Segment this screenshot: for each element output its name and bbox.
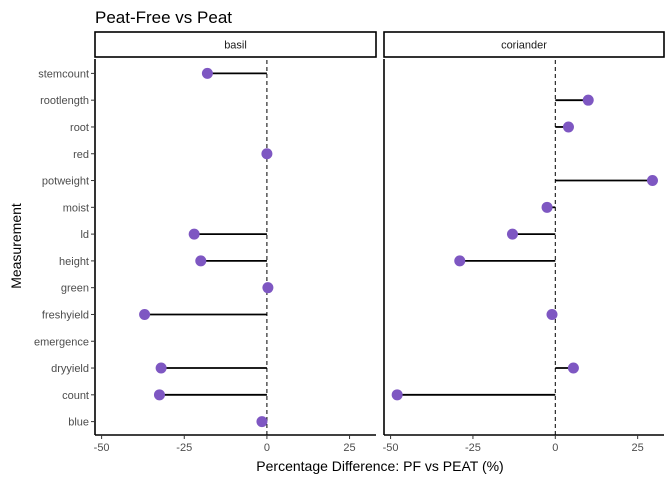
x-tick-label: 0 [552, 442, 558, 454]
lollipop-point-green [262, 282, 274, 294]
lollipop-point-blue [256, 416, 268, 428]
lollipop-point-count [153, 389, 165, 401]
x-tick-label: 25 [343, 442, 355, 454]
x-tick-label: -25 [465, 442, 481, 454]
lollipop-point-root [562, 121, 574, 133]
y-tick-label-dryyield: dryyield [51, 363, 89, 375]
chart-title: Peat-Free vs Peat [95, 8, 232, 27]
y-tick-label-green: green [61, 283, 89, 295]
lollipop-point-height [454, 255, 466, 267]
lollipop-point-count [391, 389, 403, 401]
x-tick-label: 25 [632, 442, 644, 454]
lollipop-point-dryyield [567, 362, 579, 374]
y-axis-title: Measurement [8, 203, 24, 289]
x-tick-label: -50 [383, 442, 399, 454]
x-tick-label: -50 [94, 442, 110, 454]
y-tick-label-freshyield: freshyield [42, 309, 89, 321]
y-tick-label-root: root [70, 122, 89, 134]
lollipop-point-ld [506, 228, 518, 240]
y-tick-label-count: count [62, 390, 89, 402]
y-tick-label-stemcount: stemcount [38, 68, 89, 80]
y-tick-label-emergence: emergence [34, 336, 89, 348]
y-tick-label-red: red [73, 149, 89, 161]
x-tick-label: -25 [176, 442, 192, 454]
y-tick-label-ld: ld [80, 229, 89, 241]
y-tick-label-moist: moist [63, 202, 89, 214]
lollipop-point-stemcount [201, 67, 213, 79]
x-tick-label: 0 [264, 442, 270, 454]
y-tick-label-blue: blue [68, 417, 89, 429]
y-tick-label-potweight: potweight [42, 176, 89, 188]
lollipop-point-red [261, 148, 273, 160]
lollipop-point-potweight [646, 175, 658, 187]
y-tick-label-rootlength: rootlength [40, 95, 89, 107]
strip-box [383, 31, 665, 58]
lollipop-point-freshyield [139, 308, 151, 320]
lollipop-point-moist [541, 201, 553, 213]
lollipop-point-ld [188, 228, 200, 240]
facet-panels: basil -50 -25 0 25 coriander -50 -25 0 25 [94, 31, 665, 454]
lollipop-point-height [195, 255, 207, 267]
lollipop-point-dryyield [155, 362, 167, 374]
y-axis: stemcount rootlength root red potweight moist… [34, 68, 95, 429]
panel-basil: basil -50 -25 0 25 [94, 31, 377, 454]
lollipop-point-freshyield [546, 308, 558, 320]
y-tick-label-height: height [59, 256, 89, 268]
panel-coriander: coriander -50 -25 0 25 [383, 31, 665, 454]
x-axis-title: Percentage Difference: PF vs PEAT (%) [256, 458, 503, 474]
lollipop-point-rootlength [582, 94, 594, 106]
strip-label-coriander: coriander [501, 40, 547, 52]
strip-box [94, 31, 377, 58]
strip-label-basil: basil [224, 40, 247, 52]
